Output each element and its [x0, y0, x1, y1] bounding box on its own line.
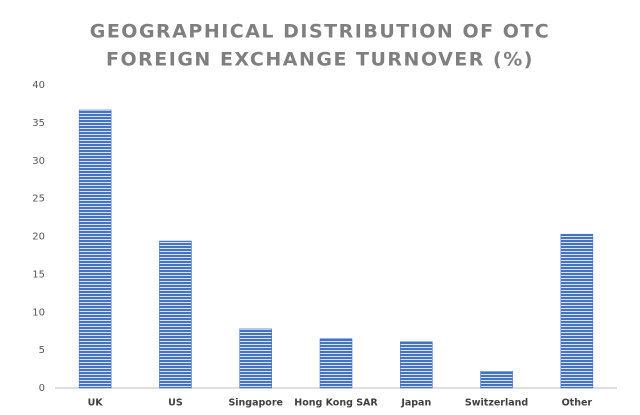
- bar: [399, 341, 433, 389]
- bar: [239, 328, 273, 389]
- bar: [159, 240, 192, 389]
- x-tick-label: Other: [562, 398, 593, 409]
- y-tick-label: 10: [32, 307, 45, 318]
- y-tick-label: 35: [32, 118, 45, 129]
- x-tick-label: Switzerland: [465, 398, 528, 409]
- x-tick-label: Singapore: [228, 398, 283, 409]
- chart-title: FOREIGN EXCHANGE TURNOVER (%): [106, 49, 534, 71]
- bar: [319, 338, 353, 389]
- y-tick-label: 20: [32, 232, 45, 243]
- y-tick-label: 25: [32, 194, 45, 205]
- chart-title: GEOGRAPHICAL DISTRIBUTION OF OTC: [90, 21, 551, 43]
- y-tick-label: 0: [39, 383, 45, 394]
- y-tick-label: 40: [32, 80, 45, 91]
- x-tick-label: UK: [88, 398, 104, 409]
- bar: [560, 233, 594, 389]
- bar: [480, 371, 513, 389]
- y-tick-label: 30: [32, 156, 45, 167]
- bar: [78, 109, 112, 389]
- x-tick-label: Japan: [400, 398, 431, 409]
- x-tick-label: US: [168, 398, 183, 409]
- y-tick-label: 5: [39, 345, 45, 356]
- y-tick-label: 15: [32, 269, 45, 280]
- x-tick-label: Hong Kong SAR: [294, 398, 378, 409]
